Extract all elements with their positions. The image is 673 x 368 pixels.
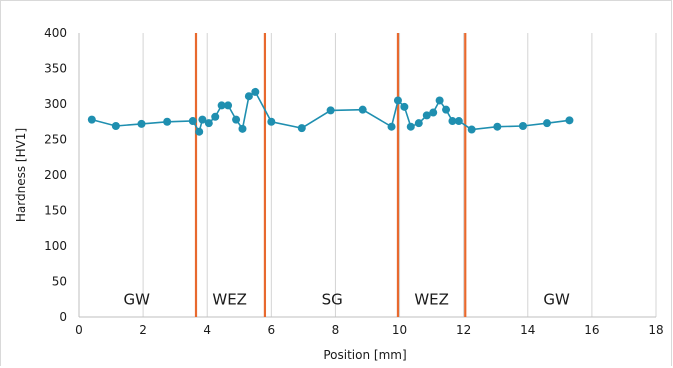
zone-label: WEZ (414, 290, 449, 308)
data-point (224, 101, 233, 110)
y-tick-label: 150 (44, 204, 67, 218)
y-tick-label: 300 (44, 97, 67, 111)
y-tick-label: 200 (44, 168, 67, 182)
data-point (198, 115, 207, 124)
data-point (267, 117, 276, 126)
data-point (414, 119, 423, 128)
grid-lines (78, 33, 657, 318)
data-point (435, 96, 444, 105)
zone-label: SG (322, 290, 343, 308)
x-tick-label: 16 (584, 323, 599, 337)
data-point (297, 124, 306, 133)
zone-label: WEZ (212, 290, 247, 308)
y-tick-label: 250 (44, 133, 67, 147)
data-point (406, 122, 415, 131)
data-point (387, 122, 396, 131)
x-tick-label: 18 (648, 323, 663, 337)
x-tick-label: 10 (392, 323, 407, 337)
y-tick-label: 0 (59, 310, 67, 324)
zone-label: GW (123, 290, 150, 308)
data-point (518, 122, 527, 131)
data-point (400, 102, 409, 111)
x-tick-label: 4 (203, 323, 211, 337)
axis-ticks: 0 2 4 6 8 10 12 14 16 18 0 50 100 150 200 250 300 350 400 (44, 26, 664, 337)
data-point (244, 92, 253, 101)
x-axis-title: Position [mm] (323, 348, 406, 362)
x-tick-label: 2 (139, 323, 147, 337)
data-point (87, 115, 96, 124)
data-point (493, 122, 502, 131)
series-layer (87, 87, 574, 136)
data-point (565, 116, 574, 125)
data-point (188, 117, 197, 126)
data-point (163, 117, 172, 126)
data-point (448, 117, 457, 126)
data-point (137, 119, 146, 128)
x-tick-label: 14 (520, 323, 535, 337)
data-point (111, 122, 120, 131)
y-tick-label: 400 (44, 26, 67, 40)
data-point (204, 119, 213, 128)
y-axis-title: Hardness [HV1] (14, 128, 28, 222)
data-point (326, 106, 335, 115)
x-tick-label: 6 (268, 323, 276, 337)
x-tick-label: 12 (456, 323, 471, 337)
x-tick-label: 0 (75, 323, 83, 337)
data-point (543, 119, 552, 128)
data-point (442, 105, 451, 114)
data-point (217, 101, 226, 110)
y-tick-label: 50 (52, 275, 67, 289)
data-point (393, 96, 402, 105)
data-point (429, 108, 438, 117)
zone-boundaries (194, 33, 467, 317)
x-tick-label: 8 (332, 323, 340, 337)
data-point (454, 117, 463, 126)
data-point (238, 124, 247, 133)
zone-label: GW (543, 290, 570, 308)
data-point (422, 111, 431, 120)
data-point (251, 87, 260, 96)
y-tick-label: 350 (44, 62, 67, 76)
y-tick-label: 100 (44, 239, 67, 253)
data-point (195, 127, 204, 136)
data-point (211, 112, 220, 121)
zone-labels: GW WEZ SG WEZ GW (123, 290, 570, 308)
data-point (232, 115, 241, 124)
data-point (358, 105, 367, 114)
data-point (467, 125, 476, 134)
